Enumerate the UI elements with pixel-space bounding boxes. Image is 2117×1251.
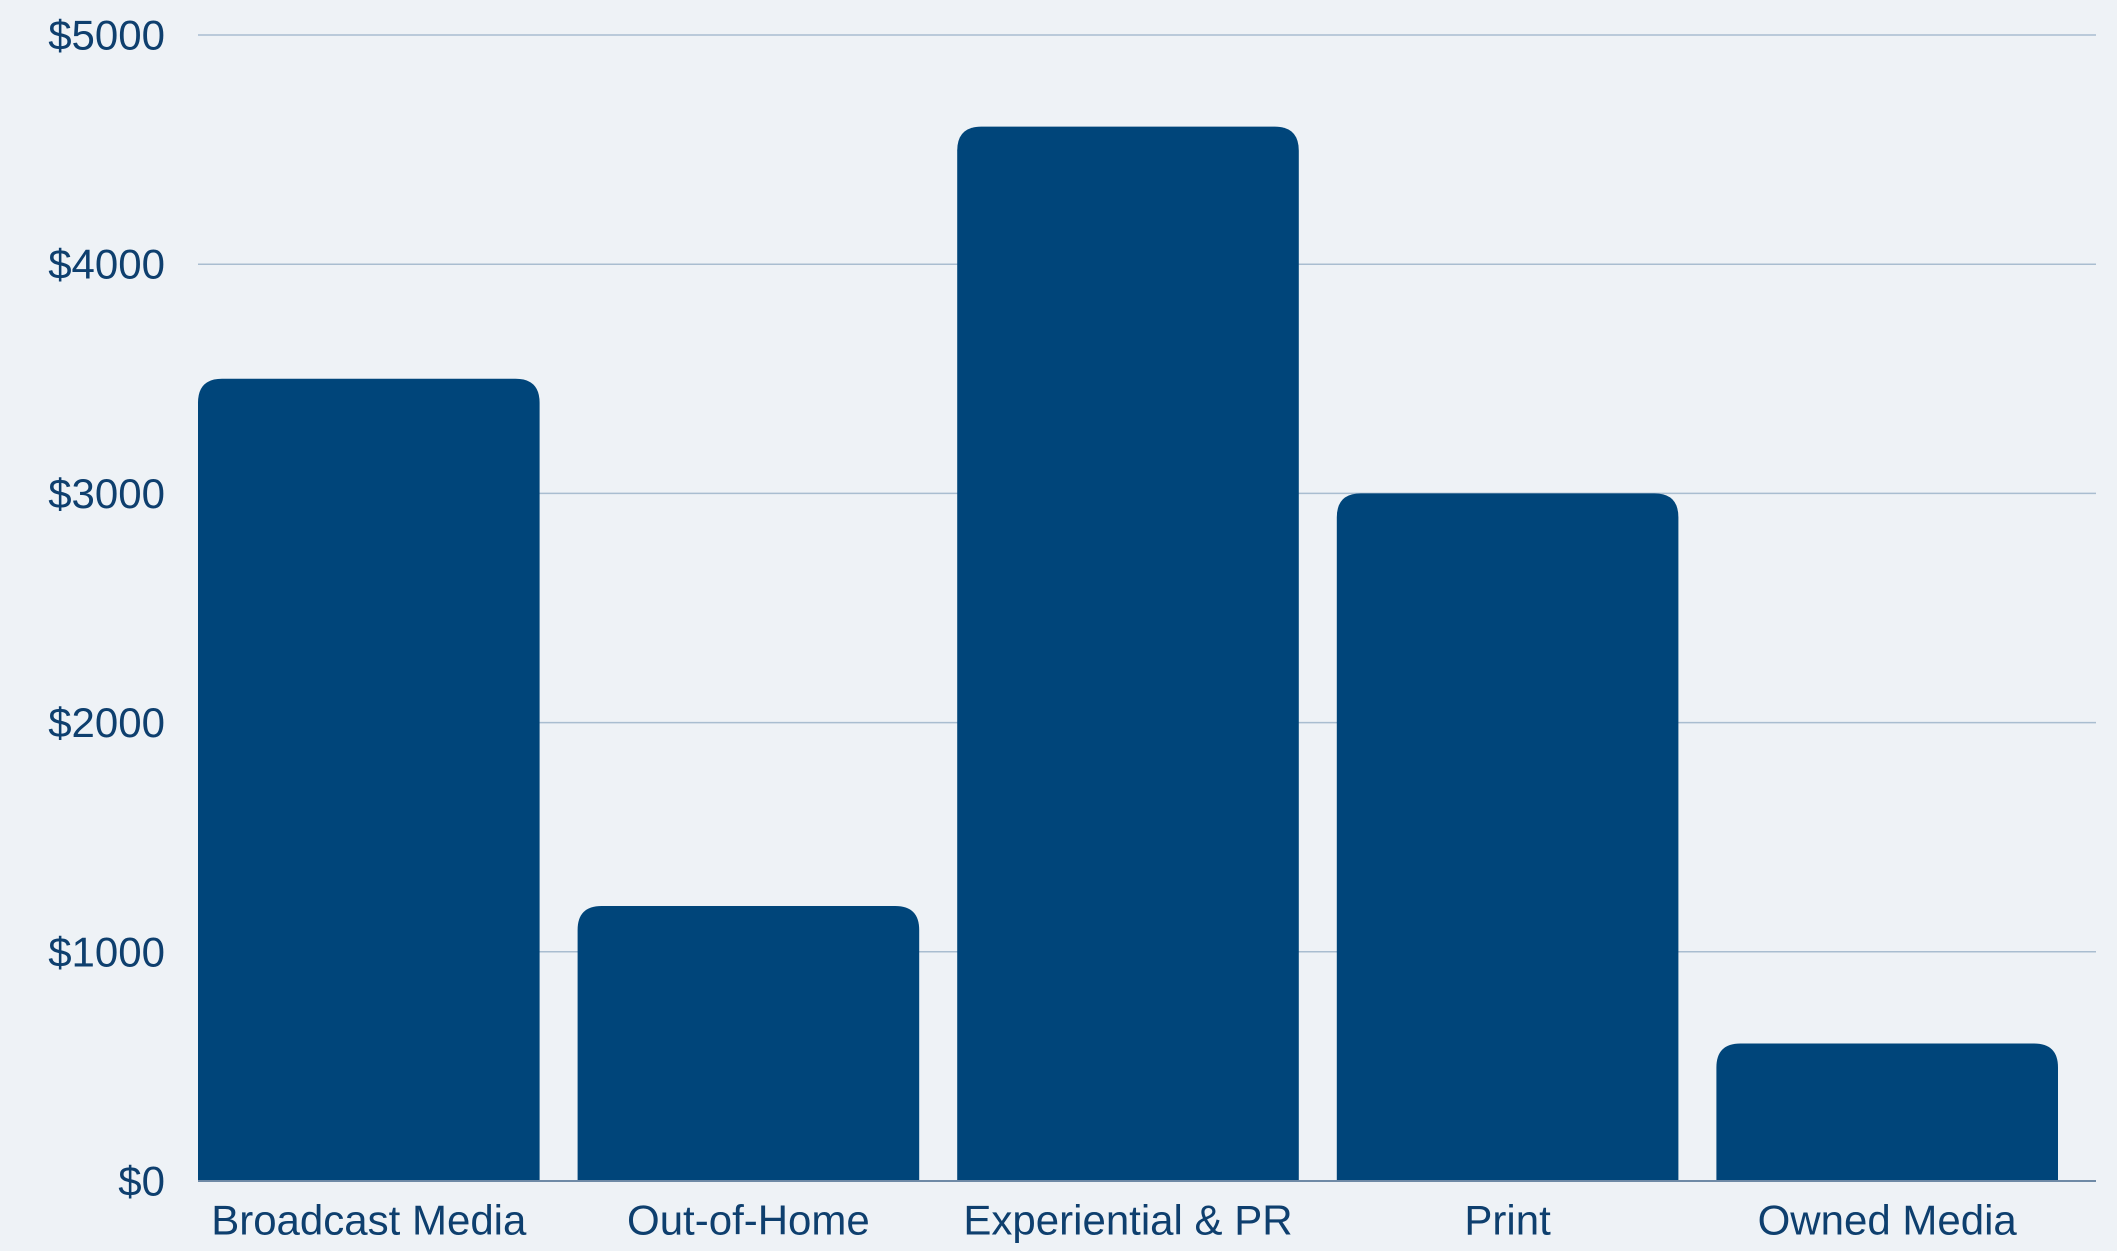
bar [957,126,1299,1181]
bars [198,126,2096,1182]
bar [577,905,920,1181]
y-tick-label: $3000 [48,470,165,517]
y-tick-label: $0 [118,1158,165,1205]
x-tick-label: Owned Media [1758,1197,2018,1244]
x-tick-label: Experiential & PR [963,1197,1292,1244]
x-axis-tick-labels: Broadcast Media Out-of-Home Experiential &… [211,1197,2017,1244]
bar [1716,1043,2058,1181]
x-tick-label: Broadcast Media [211,1197,527,1244]
y-tick-label: $4000 [48,241,165,288]
x-tick-label: Print [1464,1197,1551,1244]
y-tick-label: $5000 [48,12,165,59]
x-tick-label: Out-of-Home [627,1197,870,1244]
y-tick-label: $2000 [48,699,165,746]
bar [1336,493,1679,1181]
y-tick-label: $1000 [48,928,165,975]
bar [198,378,540,1181]
y-axis-tick-labels: $0 $1000 $2000 $3000 $4000 $5000 [48,12,165,1205]
